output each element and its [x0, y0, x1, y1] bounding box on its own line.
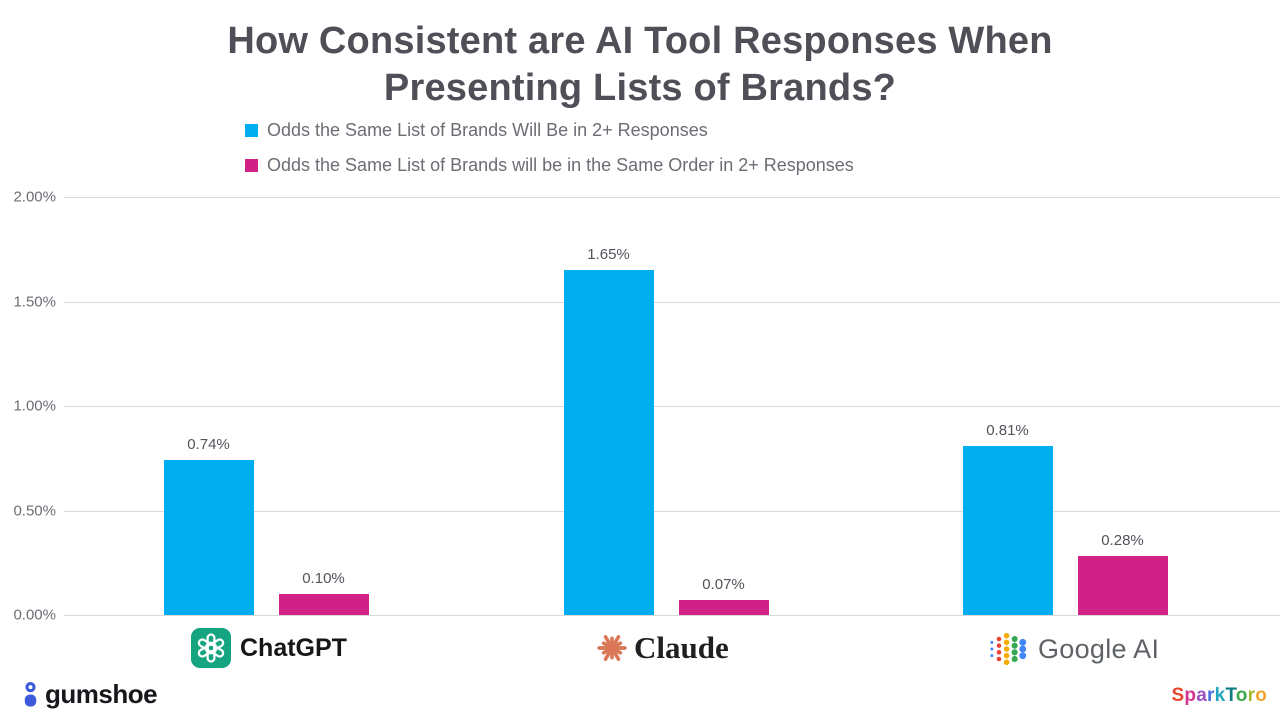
bar-chatgpt-series2 — [278, 594, 369, 615]
sparktoro-letter-5: T — [1225, 685, 1236, 706]
bar-value-claude-series1: 1.65% — [587, 246, 630, 264]
gumshoe-footprint-icon — [24, 681, 37, 707]
gumshoe-logo: gumshoe — [23, 679, 158, 710]
y-tick-0.00%: 0.00% — [13, 606, 56, 624]
sparktoro-letter-1: p — [1184, 685, 1197, 706]
brand-claude-label: Claude — [634, 630, 729, 665]
legend-item-0: Odds the Same List of Brands Will Be in … — [245, 119, 854, 141]
claude-starburst-icon — [597, 635, 627, 661]
chart-title: How Consistent are AI Tool Responses Whe… — [0, 18, 1280, 112]
openai-icon — [191, 628, 231, 668]
y-tick-0.50%: 0.50% — [13, 502, 56, 519]
chart-title-line1: How Consistent are AI Tool Responses Whe… — [227, 20, 1053, 62]
legend-swatch-1 — [245, 158, 258, 172]
bar-value-chatgpt-series1: 0.74% — [187, 436, 230, 454]
bar-value-google-ai-series1: 0.81% — [986, 421, 1029, 439]
bar-chatgpt-series1 — [163, 460, 254, 615]
brand-google-ai-label: Google AI — [1038, 633, 1160, 664]
gridline-1.50% — [64, 301, 1280, 303]
sparktoro-letter-6: o — [1235, 685, 1248, 706]
y-tick-1.50%: 1.50% — [13, 293, 56, 310]
brand-chatgpt-label: ChatGPT — [240, 633, 347, 662]
bar-google-ai-series1 — [962, 445, 1053, 615]
sparktoro-logo: SparkToro — [1172, 685, 1268, 707]
gridline-0.00% — [64, 615, 1280, 616]
sparktoro-letter-0: S — [1171, 685, 1185, 706]
chart-title-line2: Presenting Lists of Brands? — [383, 67, 897, 109]
y-tick-2.00%: 2.00% — [13, 188, 56, 206]
bar-value-claude-series2: 0.07% — [702, 576, 745, 594]
gumshoe-wordmark: gumshoe — [45, 679, 158, 709]
bar-claude-series2 — [678, 600, 769, 615]
sparktoro-letter-4: k — [1214, 685, 1226, 706]
bar-claude-series1 — [563, 270, 654, 615]
bar-value-google-ai-series2: 0.28% — [1101, 532, 1144, 550]
y-tick-1.00%: 1.00% — [13, 397, 56, 415]
bar-google-ai-series2 — [1077, 556, 1168, 615]
openai-knot-icon — [197, 633, 225, 663]
sparktoro-letter-3: r — [1206, 685, 1215, 706]
sparktoro-letter-7: r — [1247, 685, 1256, 706]
legend-label-0: Odds the Same List of Brands Will Be in … — [267, 119, 708, 140]
brand-chatgpt: ChatGPT — [191, 628, 347, 668]
bar-value-chatgpt-series2: 0.10% — [302, 570, 345, 588]
brand-google-ai: Google AI — [988, 630, 1159, 668]
sparktoro-letter-2: a — [1196, 685, 1207, 706]
legend-item-1: Odds the Same List of Brands will be in … — [245, 154, 854, 176]
sparktoro-letter-8: o — [1255, 685, 1267, 706]
google-ai-dots-icon — [990, 632, 1027, 666]
gridline-0.50% — [64, 510, 1280, 512]
brand-claude: Claude — [597, 630, 729, 666]
legend-label-1: Odds the Same List of Brands will be in … — [267, 154, 854, 175]
gridline-1.00% — [64, 406, 1280, 407]
chart-legend: Odds the Same List of Brands Will Be in … — [245, 119, 854, 189]
gridline-2.00% — [64, 197, 1280, 198]
legend-swatch-0 — [245, 123, 258, 137]
